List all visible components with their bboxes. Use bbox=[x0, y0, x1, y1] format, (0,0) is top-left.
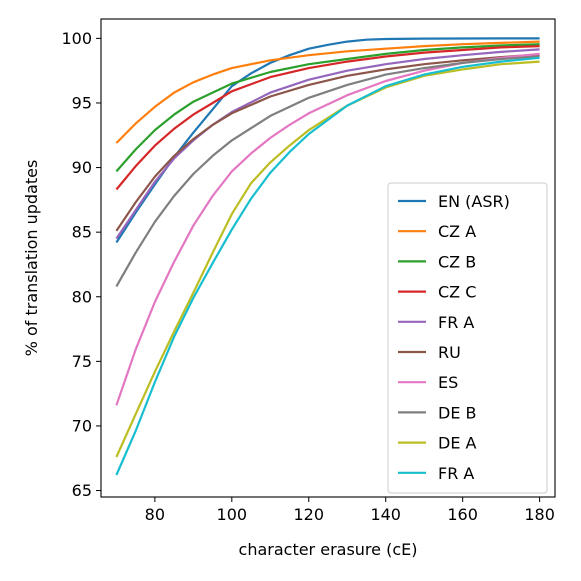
legend-label: FR A bbox=[438, 464, 474, 483]
series-layer bbox=[115, 37, 540, 476]
series-line-2 bbox=[115, 43, 540, 173]
y-axis-label: % of translation updates bbox=[22, 160, 41, 357]
series-line-5 bbox=[115, 53, 540, 232]
y-tick-label: 85 bbox=[72, 223, 92, 242]
y-tick-label: 90 bbox=[72, 158, 92, 177]
series-line-1 bbox=[115, 40, 540, 144]
axes-frame bbox=[100, 18, 556, 498]
y-axis: 65 70 75 80 85 90 95 100 bbox=[61, 29, 101, 500]
series-line-9 bbox=[115, 56, 540, 476]
series-line-8 bbox=[115, 60, 540, 458]
legend-box bbox=[387, 182, 548, 494]
y-tick-label: 80 bbox=[72, 287, 92, 306]
legend-label: FR A bbox=[438, 313, 474, 332]
y-tick-label: 65 bbox=[72, 481, 92, 500]
legend-label: CZ A bbox=[438, 222, 476, 241]
x-axis: 80 100 120 140 160 180 bbox=[145, 497, 555, 524]
legend-label: EN (ASR) bbox=[438, 192, 510, 211]
x-tick-label: 180 bbox=[524, 505, 555, 524]
series-line-6 bbox=[115, 52, 540, 406]
y-tick-label: 75 bbox=[72, 352, 92, 371]
legend-label: RU bbox=[438, 343, 461, 362]
legend-label: DE B bbox=[438, 403, 477, 422]
y-tick-label: 95 bbox=[72, 93, 92, 112]
legend-label: CZ C bbox=[438, 283, 476, 302]
x-tick-label: 100 bbox=[217, 505, 248, 524]
series-line-3 bbox=[115, 45, 540, 191]
y-tick-label: 100 bbox=[61, 29, 92, 48]
legend-label: ES bbox=[438, 373, 458, 392]
series-line-7 bbox=[115, 55, 540, 287]
x-axis-label: character erasure (cE) bbox=[239, 540, 418, 559]
x-tick-label: 120 bbox=[293, 505, 324, 524]
x-tick-label: 80 bbox=[145, 505, 165, 524]
legend: EN (ASR) CZ A CZ B CZ C FR A RU ES DE B DE A FR A bbox=[387, 182, 548, 494]
series-line-4 bbox=[115, 48, 540, 240]
legend-label: DE A bbox=[438, 434, 477, 453]
legend-label: CZ B bbox=[438, 252, 476, 271]
x-tick-label: 140 bbox=[370, 505, 401, 524]
y-tick-label: 70 bbox=[72, 416, 92, 435]
x-tick-label: 160 bbox=[447, 505, 478, 524]
